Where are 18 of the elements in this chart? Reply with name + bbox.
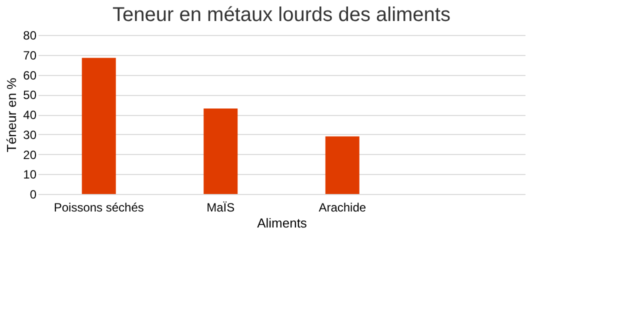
bar xyxy=(82,58,116,194)
y-tick-label: 40 xyxy=(23,108,37,122)
x-axis-title: Aliments xyxy=(257,216,308,230)
x-tick-label: Arachide xyxy=(318,200,366,214)
y-tick-label: 50 xyxy=(23,88,37,102)
y-tick-label: 60 xyxy=(23,68,37,82)
bar xyxy=(325,136,360,194)
y-tick-label: 10 xyxy=(23,168,37,182)
y-tick-label: 0 xyxy=(30,188,37,202)
y-tick-label: 70 xyxy=(23,48,37,62)
x-tick-label: MaÏS xyxy=(206,200,235,214)
y-tick-label: 80 xyxy=(23,28,37,42)
bar xyxy=(204,108,238,194)
y-tick-label: 30 xyxy=(23,128,37,142)
chart-title: Teneur en métaux lourds des aliments xyxy=(112,4,450,26)
y-tick-label: 20 xyxy=(23,148,37,162)
x-tick-label: Poissons séchés xyxy=(54,200,144,214)
y-axis-title: Téneur en % xyxy=(4,77,20,152)
